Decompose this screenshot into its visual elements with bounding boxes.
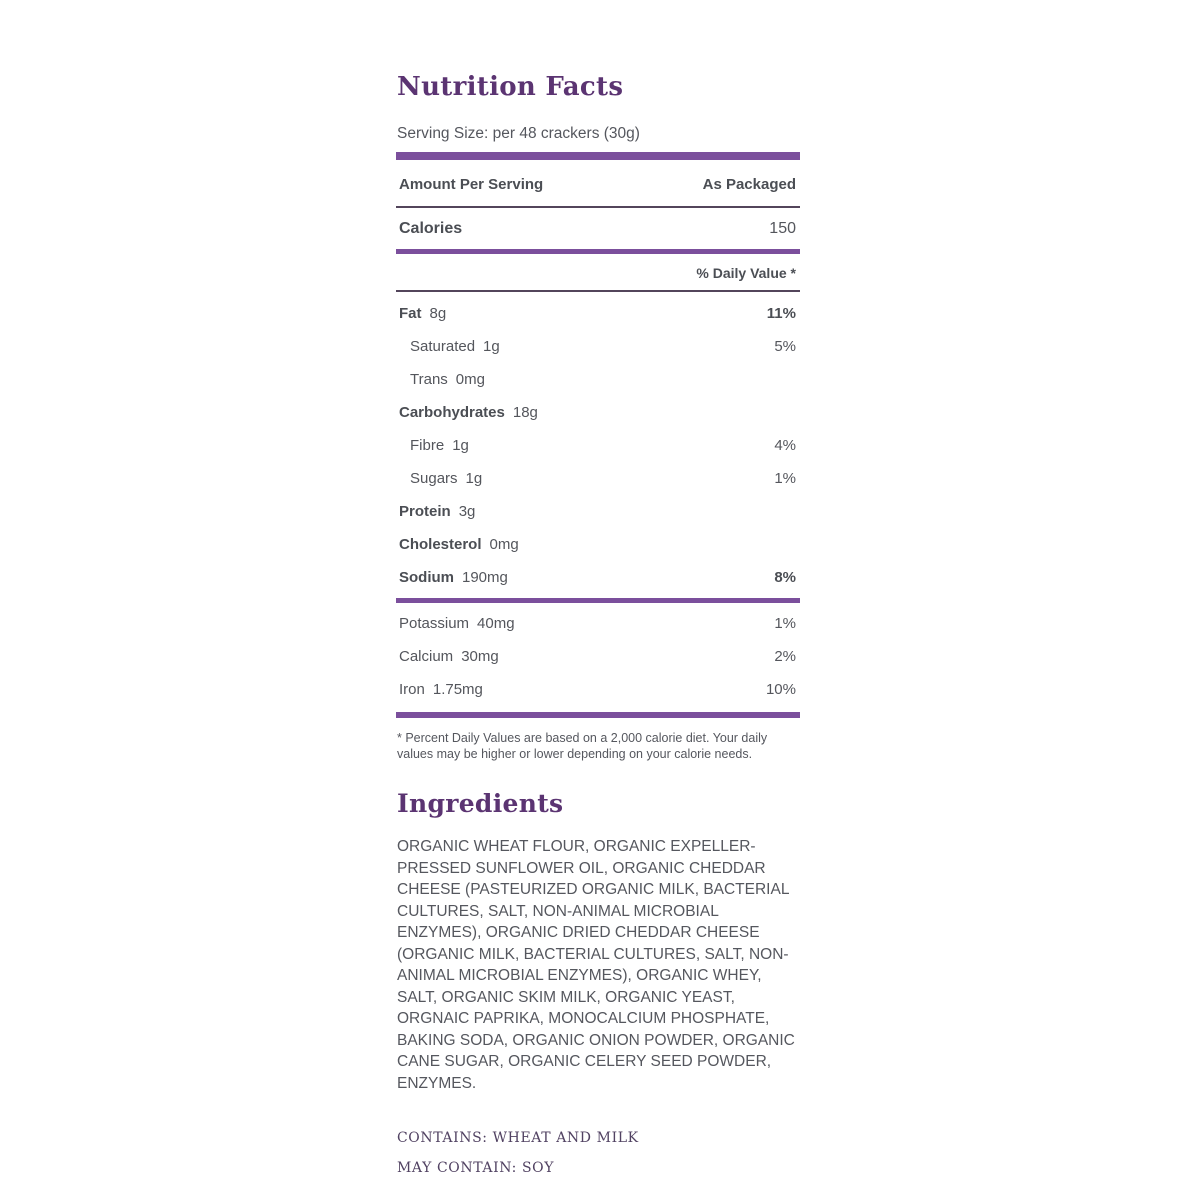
as-packaged-label: As Packaged [702,176,796,193]
divider-bar-top [396,152,800,160]
nutrient-amount: 0mg [455,371,485,388]
nutrient-rows-main: Fat 8g 11% Saturated 1g 5% Trans 0mg Carboh… [396,292,800,598]
table-header-row: Amount Per Serving As Packaged [396,160,800,208]
nutrient-label: Saturated [410,338,476,355]
ingredients-text: ORGANIC WHEAT FLOUR, ORGANIC EXPELLER-PR… [397,838,795,1092]
nutrient-row-cholesterol: Cholesterol 0mg [396,528,800,561]
serving-size: Serving Size: per 48 crackers (30g) [397,125,640,142]
contains-statement: CONTAINS: WHEAT AND MILK [397,1130,639,1146]
nutrient-label: Calcium [399,648,454,665]
nutrient-amount: 0mg [489,536,519,553]
nutrient-row-iron: Iron 1.75mg 10% [396,673,800,706]
may-contain-statement: MAY CONTAIN: SOY [397,1160,555,1176]
nutrient-rows-minerals: Potassium 40mg 1% Calcium 30mg 2% Iron 1.75… [396,603,800,712]
calories-label: Calories [399,220,463,237]
amount-per-serving-label: Amount Per Serving [399,176,544,193]
nutrient-label: Carbohydrates [399,404,505,421]
nutrient-label: Trans [410,371,448,388]
nutrient-label: Cholesterol [399,536,482,553]
nutrient-dv: 11% [766,305,796,322]
nutrient-dv: 5% [774,338,796,355]
nutrient-dv: 8% [774,569,796,586]
nutrient-amount: 1g [452,437,469,454]
nutrient-label: Iron [399,681,425,698]
nutrient-row-carbohydrates: Carbohydrates 18g [396,396,800,429]
nutrient-row-fat: Fat 8g 11% [396,297,800,330]
nutrient-amount: 190mg [462,569,508,586]
nutrient-row-potassium: Potassium 40mg 1% [396,607,800,640]
nutrient-dv: 2% [774,648,796,665]
nutrient-amount: 1g [483,338,500,355]
nutrient-row-sugars: Sugars 1g 1% [396,462,800,495]
nutrition-label: Nutrition Facts Serving Size: per 48 cra… [396,72,800,1176]
nutrient-amount: 1.75mg [432,681,483,698]
nutrient-row-fibre: Fibre 1g 4% [396,429,800,462]
nutrient-label: Protein [399,503,451,520]
calories-row: Calories 150 [396,208,800,254]
nutrient-dv: 1% [774,470,796,487]
nutrient-row-protein: Protein 3g [396,495,800,528]
nutrient-label: Fat [399,305,422,322]
nutrient-amount: 8g [429,305,447,322]
nutrient-amount: 30mg [461,648,499,665]
nutrient-row-calcium: Calcium 30mg 2% [396,640,800,673]
nutrient-amount: 1g [465,470,483,487]
nutrient-amount: 3g [458,503,476,520]
nutrient-label: Sugars [410,470,458,487]
daily-value-header: % Daily Value * [696,265,796,281]
divider-bar-sodium [396,598,800,603]
nutrient-dv: 10% [765,681,796,698]
calories-value: 150 [769,220,796,237]
nutrient-dv: 1% [774,615,796,632]
ingredients-title: Ingredients [397,789,564,818]
nutrient-row-sodium: Sodium 190mg 8% [396,561,800,594]
daily-value-header-row: % Daily Value * [396,254,800,292]
nutrient-amount: 40mg [477,615,515,632]
nutrition-facts-title: Nutrition Facts [397,72,624,102]
nutrient-label: Potassium [399,615,470,632]
nutrient-row-trans: Trans 0mg [396,363,800,396]
nutrient-row-saturated: Saturated 1g 5% [396,330,800,363]
nutrient-dv: 4% [774,437,796,454]
nutrient-amount: 18g [512,404,538,421]
nutrient-label: Fibre [410,437,445,454]
daily-value-footnote: * Percent Daily Values are based on a 2,… [397,731,768,761]
nutrient-label: Sodium [399,569,454,586]
divider-bar-bottom [396,712,800,718]
